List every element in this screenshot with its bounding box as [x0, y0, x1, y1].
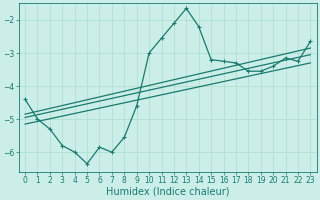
X-axis label: Humidex (Indice chaleur): Humidex (Indice chaleur) — [106, 187, 229, 197]
